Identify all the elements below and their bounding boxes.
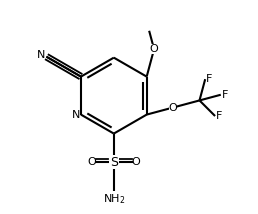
Text: S: S bbox=[110, 156, 118, 169]
Text: N: N bbox=[37, 50, 46, 60]
Text: F: F bbox=[222, 90, 228, 100]
Text: NH$_2$: NH$_2$ bbox=[102, 192, 125, 206]
Text: O: O bbox=[87, 157, 96, 167]
Text: F: F bbox=[216, 111, 223, 121]
Text: O: O bbox=[169, 103, 178, 113]
Text: F: F bbox=[206, 74, 213, 84]
Text: N: N bbox=[72, 110, 80, 120]
Text: O: O bbox=[132, 157, 141, 167]
Text: O: O bbox=[150, 44, 158, 54]
